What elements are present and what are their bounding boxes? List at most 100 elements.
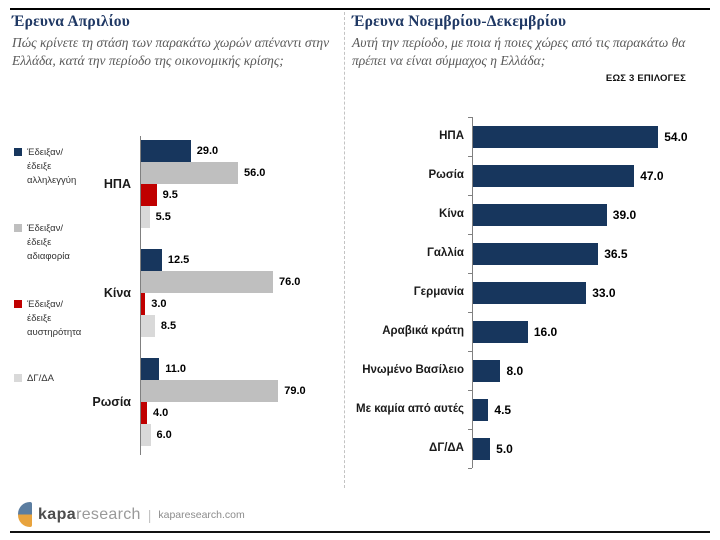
nov-dec-bar-row: Αραβικά κράτη 16.0 — [352, 312, 718, 351]
april-category-bars: 12.5 76.0 3.0 8.5 — [140, 249, 342, 337]
nov-dec-bar-chart: ΗΠΑ 54.0 Ρωσία 47.0 Κίνα 39.0 Γαλλία 36.5 Γερμαν… — [352, 117, 718, 469]
nov-dec-bar-row: Ρωσία 47.0 — [352, 156, 718, 195]
bar — [140, 380, 279, 402]
legend-swatch-icon — [14, 300, 22, 308]
bar-row: 8.5 — [140, 315, 342, 337]
bar-value-label: 39.0 — [612, 207, 637, 222]
bar-row: 9.5 — [140, 184, 342, 206]
nov-dec-bar-row: Με καμία από αυτές 4.5 — [352, 390, 718, 429]
nov-dec-chart-rows: ΗΠΑ 54.0 Ρωσία 47.0 Κίνα 39.0 Γαλλία 36.5 Γερμαν… — [352, 117, 718, 468]
april-category-bars: 11.0 79.0 4.0 6.0 — [140, 358, 342, 446]
nov-dec-category-label: Με καμία από αυτές — [356, 403, 464, 416]
bar-value-label: 4.5 — [494, 402, 512, 417]
april-category-group: Ρωσία 11.0 79.0 4.0 6.0 — [12, 358, 342, 446]
bar-value-label: 6.0 — [156, 429, 172, 441]
bar-value-label: 11.0 — [165, 363, 187, 375]
bar — [140, 293, 146, 315]
bar-value-label: 76.0 — [279, 276, 301, 288]
nov-dec-bar-row: Γερμανία 33.0 — [352, 273, 718, 312]
nov-dec-survey-title: Έρευνα Νοεμβρίου-Δεκεμβρίου — [352, 13, 567, 30]
legend-item: Έδειξαν/ έδειξε αυστηρότητα — [14, 298, 89, 339]
nov-dec-category-label: Γαλλία — [426, 247, 464, 260]
bar — [473, 359, 501, 382]
bar — [473, 437, 491, 460]
bar-value-label: 16.0 — [533, 324, 558, 339]
legend-label: ΔΓ/ΔΑ — [27, 373, 54, 384]
bar-value-label: 5.5 — [155, 211, 171, 223]
axis-tick — [468, 390, 472, 391]
legend-swatch-icon — [14, 148, 22, 156]
april-grouped-bar-chart: ΗΠΑ 29.0 56.0 9.5 5.5 Κίνα 12.5 76.0 3.0 8.5 Ρωσία… — [12, 136, 342, 455]
bar-value-label: 9.5 — [162, 189, 178, 201]
axis-tick — [468, 195, 472, 196]
bar-row: 79.0 — [140, 380, 342, 402]
logo-text-bold: kapa — [38, 505, 77, 523]
bar-value-label: 54.0 — [664, 129, 688, 144]
nov-dec-bar-row: Ηνωμένο Βασίλειο 8.0 — [352, 351, 718, 390]
axis-tick — [468, 234, 472, 235]
bar-row: 3.0 — [140, 293, 342, 315]
nov-dec-category-label: ΔΓ/ΔΑ — [429, 442, 464, 455]
bar-value-label: 8.0 — [506, 363, 524, 378]
nov-dec-bar-row: ΔΓ/ΔΑ 5.0 — [352, 429, 718, 468]
bar — [140, 249, 162, 271]
nov-dec-category-label: Κίνα — [439, 208, 464, 221]
bar — [473, 281, 587, 304]
nov-dec-bar-row: Γαλλία 36.5 — [352, 234, 718, 273]
april-category-label: Κίνα — [103, 286, 131, 300]
bar — [140, 424, 151, 446]
nov-dec-chart-axis — [472, 117, 473, 468]
axis-tick — [468, 156, 472, 157]
axis-tick — [468, 312, 472, 313]
bar-row: 4.0 — [140, 402, 342, 424]
bar — [473, 398, 489, 421]
kapa-research-logo-icon — [18, 502, 32, 527]
bar-value-label: 33.0 — [592, 285, 616, 300]
bar-value-label: 36.5 — [604, 246, 628, 261]
april-category-group: ΗΠΑ 29.0 56.0 9.5 5.5 — [12, 140, 342, 228]
april-category-bars: 29.0 56.0 9.5 5.5 — [140, 140, 342, 228]
april-chart-groups: ΗΠΑ 29.0 56.0 9.5 5.5 Κίνα 12.5 76.0 3.0 8.5 Ρωσία… — [12, 140, 342, 446]
bar-value-label: 8.5 — [160, 320, 177, 332]
axis-tick — [468, 273, 472, 274]
nov-dec-survey-question: Αυτή την περίοδο, με ποια ή ποιες χώρες … — [352, 35, 686, 68]
top-divider-line — [10, 8, 710, 10]
bar-row: 29.0 — [140, 140, 342, 162]
nov-dec-category-label: Ηνωμένο Βασίλειο — [362, 364, 464, 377]
legend-item: Έδειξαν/ έδειξε αδιαφορία — [14, 222, 89, 263]
bar-value-label: 29.0 — [196, 145, 219, 157]
bar-row: 12.5 — [140, 249, 342, 271]
april-survey-question: Πώς κρίνετε τη στάση των παρακάτω χωρών … — [12, 35, 330, 68]
axis-tick — [468, 117, 472, 118]
bar-row: 5.5 — [140, 206, 342, 228]
april-survey-panel: Έρευνα Απριλίου Πώς κρίνετε τη στάση των… — [12, 13, 338, 69]
bar-value-label: 47.0 — [640, 168, 664, 183]
april-chart-axis — [140, 136, 141, 455]
legend-item: ΔΓ/ΔΑ — [14, 372, 89, 386]
bar-value-label: 79.0 — [284, 385, 306, 397]
panel-divider-dashed-line — [344, 12, 345, 488]
bar-value-label: 4.0 — [153, 407, 169, 419]
axis-tick — [468, 429, 472, 430]
bar — [140, 206, 150, 228]
legend-label: Έδειξαν/ έδειξε αδιαφορία — [27, 223, 70, 262]
bar-row: 76.0 — [140, 271, 342, 293]
nov-dec-bar-row: ΗΠΑ 54.0 — [352, 117, 718, 156]
bar — [140, 184, 157, 206]
bar-value-label: 56.0 — [244, 167, 266, 179]
nov-dec-bar-row: Κίνα 39.0 — [352, 195, 718, 234]
bar — [140, 140, 191, 162]
legend-swatch-icon — [14, 374, 22, 382]
bar-value-label: 5.0 — [496, 441, 513, 456]
legend-item: Έδειξαν/ έδειξε αλληλεγγύη — [14, 146, 89, 187]
bar — [140, 271, 273, 293]
bottom-divider-line — [10, 531, 710, 533]
bar-row: 56.0 — [140, 162, 342, 184]
nov-dec-category-label: Γερμανία — [413, 286, 464, 299]
bar-value-label: 3.0 — [151, 298, 167, 310]
bar-row: 6.0 — [140, 424, 342, 446]
axis-tick — [468, 468, 472, 469]
bar — [140, 358, 160, 380]
legend-swatch-icon — [14, 224, 22, 232]
